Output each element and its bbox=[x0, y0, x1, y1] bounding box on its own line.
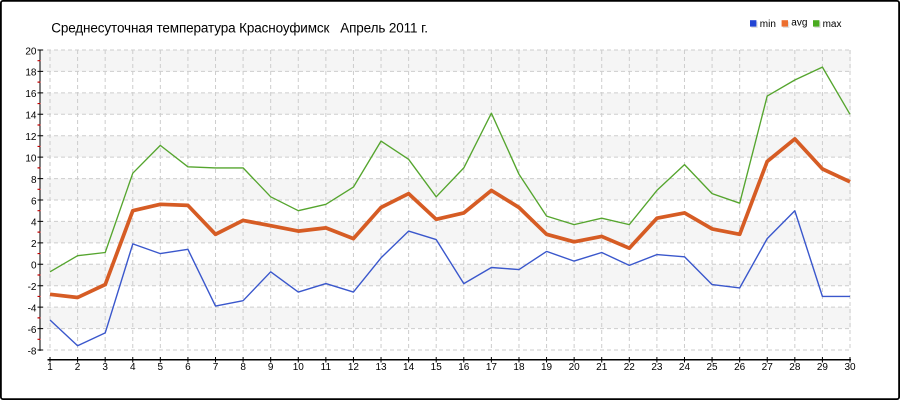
svg-text:21: 21 bbox=[596, 362, 608, 373]
svg-text:24: 24 bbox=[679, 362, 691, 373]
svg-text:Среднесуточная температура Кра: Среднесуточная температура Красноуфимск … bbox=[51, 20, 428, 35]
svg-text:11: 11 bbox=[321, 362, 332, 373]
svg-text:max: max bbox=[823, 19, 842, 30]
svg-text:17: 17 bbox=[486, 362, 498, 373]
svg-text:25: 25 bbox=[707, 362, 719, 373]
svg-text:-6: -6 bbox=[28, 325, 37, 336]
svg-text:-2: -2 bbox=[28, 282, 37, 293]
svg-text:20: 20 bbox=[25, 46, 37, 57]
svg-text:12: 12 bbox=[25, 132, 37, 143]
svg-text:6: 6 bbox=[31, 196, 37, 207]
svg-text:14: 14 bbox=[403, 362, 415, 373]
svg-text:19: 19 bbox=[541, 362, 553, 373]
svg-text:9: 9 bbox=[268, 362, 274, 373]
svg-text:18: 18 bbox=[513, 362, 525, 373]
svg-text:27: 27 bbox=[762, 362, 774, 373]
svg-text:4: 4 bbox=[31, 218, 37, 229]
svg-text:29: 29 bbox=[817, 362, 829, 373]
svg-text:10: 10 bbox=[293, 362, 305, 373]
svg-text:-4: -4 bbox=[28, 303, 37, 314]
svg-text:14: 14 bbox=[25, 111, 37, 122]
svg-text:23: 23 bbox=[651, 362, 663, 373]
svg-text:avg: avg bbox=[791, 18, 807, 29]
svg-text:8: 8 bbox=[240, 362, 246, 373]
svg-text:13: 13 bbox=[375, 362, 387, 373]
svg-text:12: 12 bbox=[348, 362, 360, 373]
svg-text:5: 5 bbox=[158, 362, 164, 373]
svg-text:20: 20 bbox=[569, 362, 581, 373]
svg-text:16: 16 bbox=[458, 362, 470, 373]
svg-text:7: 7 bbox=[213, 362, 219, 373]
svg-text:16: 16 bbox=[25, 89, 37, 100]
svg-text:6: 6 bbox=[185, 362, 191, 373]
svg-text:30: 30 bbox=[844, 362, 856, 373]
svg-text:3: 3 bbox=[102, 362, 108, 373]
svg-text:1: 1 bbox=[47, 362, 53, 373]
svg-text:18: 18 bbox=[25, 68, 37, 79]
svg-text:22: 22 bbox=[624, 362, 636, 373]
svg-text:15: 15 bbox=[431, 362, 443, 373]
svg-text:26: 26 bbox=[734, 362, 746, 373]
svg-text:28: 28 bbox=[789, 362, 801, 373]
svg-text:-8: -8 bbox=[28, 346, 37, 357]
svg-text:2: 2 bbox=[31, 239, 37, 250]
svg-text:10: 10 bbox=[25, 153, 37, 164]
svg-text:8: 8 bbox=[31, 175, 37, 186]
svg-text:min: min bbox=[760, 19, 776, 30]
svg-text:4: 4 bbox=[130, 362, 136, 373]
svg-text:2: 2 bbox=[75, 362, 81, 373]
svg-text:0: 0 bbox=[31, 261, 37, 272]
